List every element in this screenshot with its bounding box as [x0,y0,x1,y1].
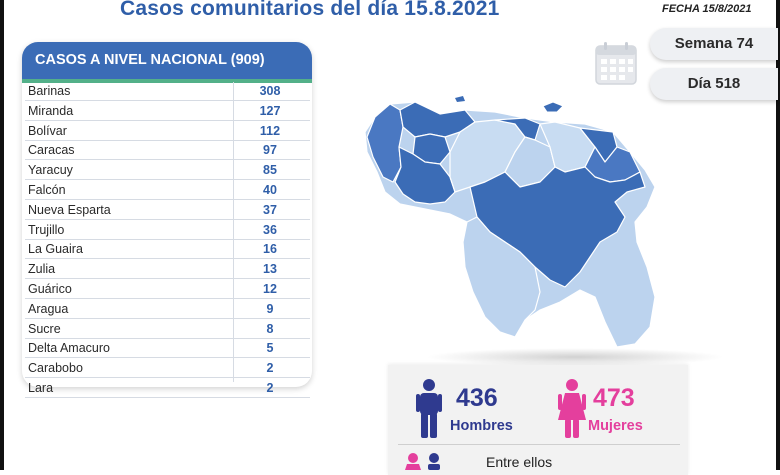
day-label: Día 518 [687,75,741,92]
case-count: 8 [266,321,274,336]
state-name: La Guaira [28,242,83,257]
stats-shadow [425,348,725,366]
right-frame-edge [776,0,780,470]
case-count: 5 [266,341,274,356]
state-name: Falcón [28,182,66,197]
state-name: Aragua [28,301,69,316]
case-count: 12 [263,281,277,296]
case-count: 85 [263,163,277,178]
national-cases-card [22,42,312,387]
case-count: 16 [263,242,277,257]
state-name: Guárico [28,281,72,296]
entre-ellos-label: Entre ellos [486,454,553,470]
table-row: Nueva Esparta 37 [25,201,310,220]
state-name: Caracas [28,143,75,158]
case-count: 37 [263,202,277,217]
case-count: 9 [266,301,274,316]
table-row: Carabobo 2 [25,359,310,379]
page-title: Casos comunitarios del día 15.8.2021 [120,0,500,20]
case-count: 2 [266,380,274,395]
case-count: 36 [263,222,277,237]
table-row: Yaracuy 85 [25,161,310,181]
map-region-amazonas [462,216,541,338]
case-count: 97 [263,143,277,158]
women-count: 473 [593,384,635,412]
map-region-nueva-esparta [542,101,564,113]
state-name: Sucre [28,321,61,336]
table-row: Caracas 97 [25,141,310,161]
case-count: 112 [259,123,281,138]
week-label: Semana 74 [674,35,754,52]
cases-table: Barinas 308 Miranda 127 Bolívar 112 Caracas 97 Y… [25,82,310,399]
women-label: Mujeres [588,418,643,434]
table-row: Sucre 8 [25,320,310,339]
men-label: Hombres [450,418,513,434]
left-frame-edge [0,0,4,470]
state-name: Bolívar [28,123,67,138]
table-row: Bolívar 112 [25,122,310,141]
card-title: CASOS A NIVEL NACIONAL (909) [35,52,265,68]
state-name: Carabobo [28,361,83,376]
map-region-barinas [394,146,456,205]
table-row: Delta Amacuro 5 [25,339,310,359]
state-name: Zulia [28,262,56,277]
day-pill: Día 518 [650,68,778,100]
state-name: Trujillo [28,222,65,237]
state-name: Lara [28,380,54,395]
people-icon [405,453,440,470]
week-pill: Semana 74 [650,28,778,60]
woman-icon [558,379,586,438]
table-row: Lara 2 [25,379,310,398]
column-divider [233,82,234,382]
map-region-zulia [366,103,404,183]
card-header [22,42,312,83]
case-count: 2 [266,361,274,376]
calendar-icon [595,42,637,85]
map-region-island [455,96,465,102]
venezuela-map [364,96,656,348]
date-label: FECHA 15/8/2021 [662,3,752,15]
table-row: Guárico 12 [25,280,310,299]
state-name: Miranda [28,103,74,118]
state-name: Delta Amacuro [28,341,110,356]
table-row: Miranda 127 [25,102,310,121]
case-count: 127 [259,103,281,118]
man-icon [416,379,442,438]
state-name: Barinas [28,84,71,98]
stats-divider [398,444,680,445]
table-row: Trujillo 36 [25,221,310,240]
table-row: Zulia 13 [25,260,310,280]
table-row: Barinas 308 [25,82,310,101]
table-row: Falcón 40 [25,181,310,200]
table-row: La Guaira 16 [25,240,310,260]
case-count: 40 [263,182,277,197]
case-count: 13 [263,262,277,277]
state-name: Nueva Esparta [28,202,111,217]
state-name: Yaracuy [28,163,73,178]
case-count: 308 [259,84,281,98]
men-count: 436 [456,384,498,412]
table-row: Aragua 9 [25,300,310,319]
